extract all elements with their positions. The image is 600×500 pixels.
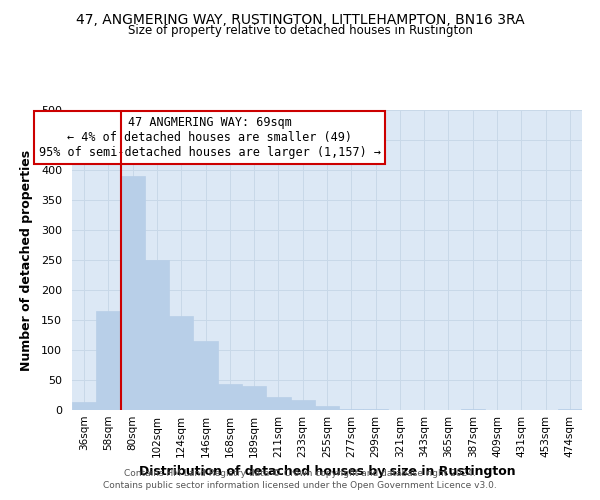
Y-axis label: Number of detached properties: Number of detached properties — [20, 150, 33, 370]
Text: Size of property relative to detached houses in Rustington: Size of property relative to detached ho… — [128, 24, 472, 37]
Text: Contains HM Land Registry data © Crown copyright and database right 2024.
Contai: Contains HM Land Registry data © Crown c… — [103, 468, 497, 490]
Bar — [121, 176, 145, 410]
Text: 47 ANGMERING WAY: 69sqm
← 4% of detached houses are smaller (49)
95% of semi-det: 47 ANGMERING WAY: 69sqm ← 4% of detached… — [39, 116, 381, 159]
Bar — [315, 406, 339, 410]
Bar — [72, 402, 96, 410]
Bar — [169, 316, 193, 410]
Bar — [461, 409, 485, 410]
X-axis label: Distribution of detached houses by size in Rustington: Distribution of detached houses by size … — [139, 466, 515, 478]
Bar — [242, 386, 266, 410]
Bar — [96, 311, 121, 410]
Bar — [266, 397, 290, 410]
Text: 47, ANGMERING WAY, RUSTINGTON, LITTLEHAMPTON, BN16 3RA: 47, ANGMERING WAY, RUSTINGTON, LITTLEHAM… — [76, 12, 524, 26]
Bar — [145, 260, 169, 410]
Bar — [290, 400, 315, 410]
Bar — [193, 341, 218, 410]
Bar — [218, 384, 242, 410]
